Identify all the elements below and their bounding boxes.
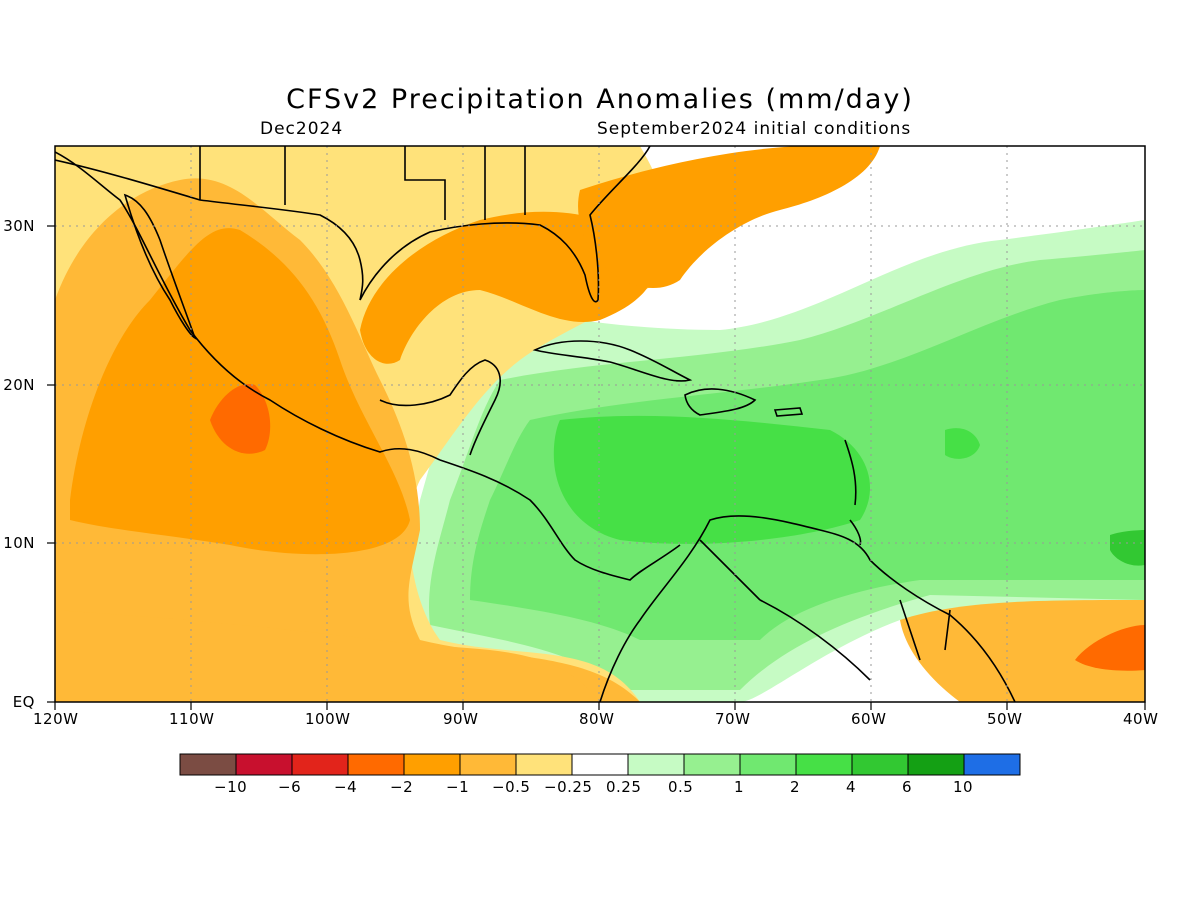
- dry-region-gulf: [360, 211, 655, 364]
- x-tick-label: 70W: [715, 710, 751, 728]
- wet-region-strong: [553, 415, 870, 544]
- x-tick-label: 50W: [987, 710, 1023, 728]
- colorbar-swatch: [907, 753, 965, 776]
- valid-month-label: Dec2024: [260, 119, 344, 139]
- colorbar-label: −2: [390, 778, 414, 796]
- colorbar-swatch: [683, 753, 741, 776]
- colorbar-label: −6: [278, 778, 302, 796]
- anomaly-field: [55, 146, 1145, 702]
- baja-california-outline: [123, 193, 197, 340]
- colorbar-swatch: [515, 753, 573, 776]
- colorbar-label: 10: [953, 778, 974, 796]
- axis-ticks: [47, 225, 1146, 710]
- colorbar: [179, 753, 1021, 776]
- hispaniola-outline: [684, 388, 757, 416]
- colorbar-swatch: [347, 753, 405, 776]
- puerto-rico-outline: [773, 407, 804, 417]
- coastlines: [55, 146, 1016, 702]
- wet-region-strong-2: [945, 428, 980, 459]
- colorbar-label: −0.5: [492, 778, 531, 796]
- yucatan-outline: [379, 359, 501, 456]
- x-tick-label: 90W: [443, 710, 479, 728]
- init-conditions-label: September2024 initial conditions: [597, 119, 912, 139]
- colorbar-swatch: [291, 753, 349, 776]
- colorbar-label: −0.25: [544, 778, 593, 796]
- map-title: CFSv2 Precipitation Anomalies (mm/day): [286, 84, 914, 115]
- colorbar-swatch: [851, 753, 909, 776]
- interior-borders: [199, 146, 951, 681]
- us-border-outline: [55, 159, 364, 301]
- map-frame: [54, 145, 1146, 703]
- y-tick-label: EQ: [12, 693, 35, 711]
- colorbar-swatch: [963, 753, 1021, 776]
- colorbar-swatch: [571, 753, 629, 776]
- colorbar-swatch: [627, 753, 685, 776]
- colorbar-label: 4: [846, 778, 857, 796]
- colorbar-label: 1: [734, 778, 745, 796]
- lesser-antilles-outline: [844, 439, 862, 546]
- graticule: [55, 146, 1145, 702]
- dry-region-atlantic: [578, 146, 880, 289]
- cuba-outline: [532, 340, 693, 382]
- x-tick-label: 100W: [305, 710, 351, 728]
- central-america-outline: [439, 459, 681, 581]
- wet-region-dark: [1110, 530, 1145, 566]
- y-tick-label: 30N: [3, 217, 35, 235]
- x-tick-label: 80W: [579, 710, 615, 728]
- gulf-coast-outline: [359, 146, 651, 303]
- x-tick-label: 60W: [851, 710, 887, 728]
- dry-region-strong: [210, 384, 271, 454]
- colorbar-swatch: [179, 753, 237, 776]
- colorbar-label: 6: [902, 778, 913, 796]
- colorbar-label: −4: [334, 778, 358, 796]
- colorbar-label: 0.5: [668, 778, 694, 796]
- colorbar-label: 0.25: [606, 778, 642, 796]
- colorbar-swatch: [795, 753, 853, 776]
- x-tick-label: 40W: [1123, 710, 1159, 728]
- colorbar-label: −1: [446, 778, 470, 796]
- x-tick-label: 120W: [33, 710, 79, 728]
- colorbar-swatch: [459, 753, 517, 776]
- y-tick-label: 10N: [3, 534, 35, 552]
- colorbar-label: 2: [790, 778, 801, 796]
- x-tick-label: 110W: [169, 710, 215, 728]
- colorbar-swatch: [403, 753, 461, 776]
- colorbar-swatch: [739, 753, 797, 776]
- colorbar-swatch: [235, 753, 293, 776]
- dry-region-strong-2: [1075, 625, 1145, 671]
- pacific-coast-outline: [55, 151, 441, 461]
- y-tick-label: 20N: [3, 376, 35, 394]
- colorbar-label: −10: [214, 778, 248, 796]
